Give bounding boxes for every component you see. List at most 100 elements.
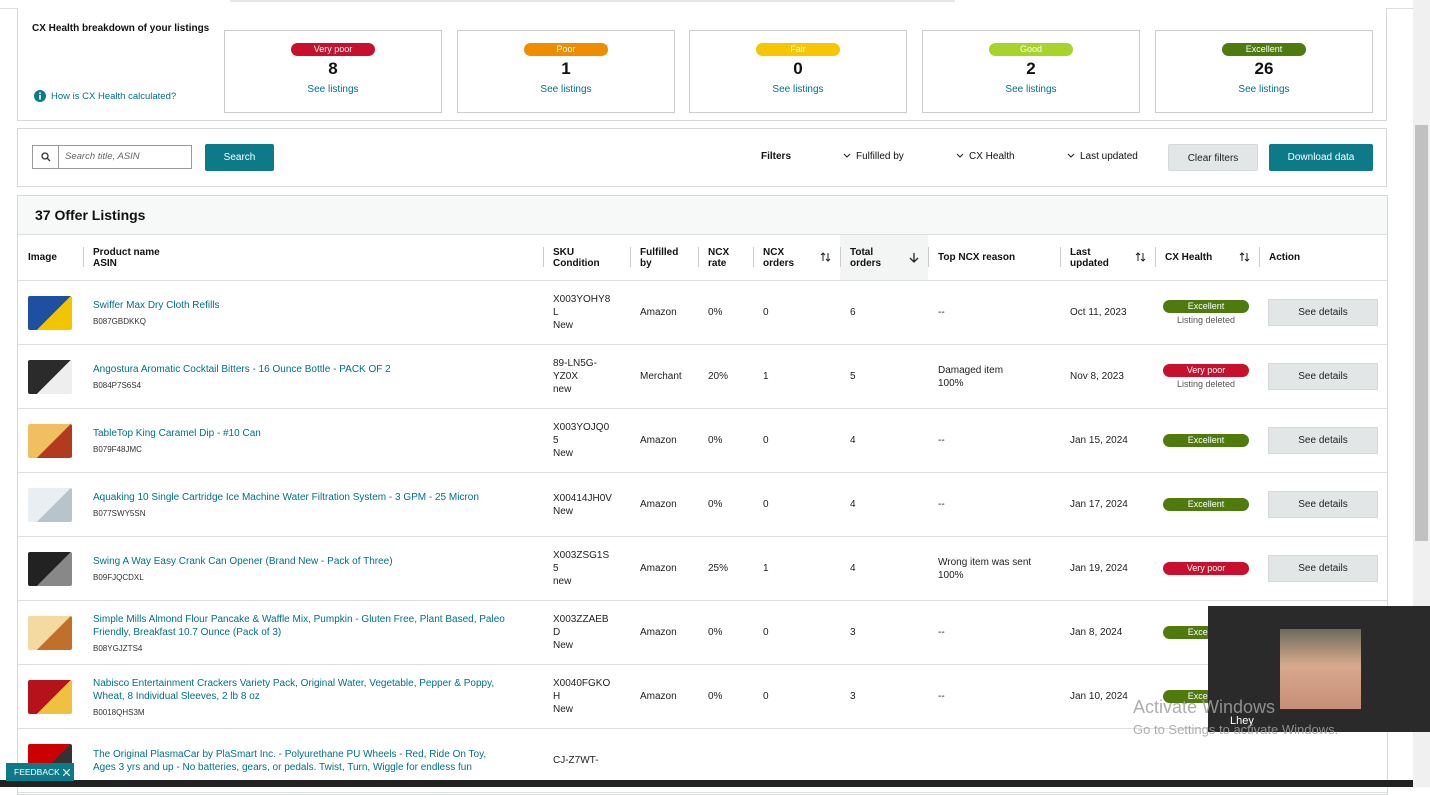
image-cell (18, 664, 83, 729)
listing-row: Swiffer Max Dry Cloth Refills B087GBDKKQ X… (18, 280, 1387, 345)
sku: X003YOJQ05 (553, 422, 610, 446)
product-name[interactable]: Simple Mills Almond Flour Pancake & Waff… (93, 613, 505, 638)
health-card: Fair 0 See listings (689, 30, 907, 113)
search-box[interactable]: Search title, ASIN (32, 145, 192, 169)
condition: New (553, 320, 574, 331)
reason-cell: Damaged item 100% (928, 344, 1060, 409)
image-cell (18, 344, 83, 409)
product-name[interactable]: Nabisco Entertainment Crackers Variety P… (93, 677, 495, 702)
ncx-rate: 0% (708, 691, 723, 702)
image-cell (18, 408, 83, 473)
ncx-rate-cell: 0% (698, 280, 753, 345)
ncx-orders-cell: 0 (753, 280, 840, 345)
see-listings[interactable]: See listings (307, 84, 359, 95)
listing-row: TableTop King Caramel Dip - #10 Can B079F… (18, 408, 1387, 473)
sku-cell: X003ZSG1S5 new (543, 536, 630, 601)
fulfilled-by: Amazon (640, 307, 677, 318)
filter-label: Fulfilled by (856, 151, 904, 162)
product-name[interactable]: Swing A Way Easy Crank Can Opener (Brand… (93, 556, 393, 567)
see-details[interactable]: See details (1268, 427, 1378, 454)
column-header-line: Fulfilled by (640, 246, 679, 269)
health-card: Very poor 8 See listings (224, 30, 442, 113)
see-details[interactable]: See details (1268, 363, 1378, 390)
column-header-line: Total (850, 246, 874, 258)
ncx-orders: 0 (763, 307, 769, 318)
product-cell: Angostura Aromatic Cocktail Bitters - 16… (83, 344, 543, 409)
column-header-line: CX Health (1165, 252, 1213, 263)
last-updated: Oct 11, 2023 (1070, 307, 1127, 318)
top-input (230, 0, 955, 2)
search-button[interactable]: Search (205, 144, 274, 171)
clear-filters[interactable]: Clear filters (1168, 144, 1258, 171)
product-image (28, 679, 72, 714)
filter-dropdown[interactable]: Last updated (1067, 151, 1138, 162)
image-cell (18, 280, 83, 345)
ncx-rate-cell: 0% (698, 664, 753, 729)
sku: X003ZSG1S5 (553, 550, 610, 574)
download-data[interactable]: Download data (1269, 144, 1373, 171)
product-name[interactable]: TableTop King Caramel Dip - #10 Can (93, 428, 261, 439)
listings-title: 37 Offer Listings (18, 196, 1387, 234)
reason-cell: -- (928, 408, 1060, 473)
filter-dropdown[interactable]: Fulfilled by (843, 151, 904, 162)
fulfilled-by-cell: Amazon (630, 280, 698, 345)
column-header: Top NCX reason (928, 234, 1060, 281)
column-header-line: ASIN (93, 257, 117, 269)
reason-line: -- (938, 435, 945, 446)
reason-line: 100% (938, 569, 964, 581)
condition: New (553, 704, 574, 715)
column-header-line: Last (1070, 246, 1091, 258)
help-link[interactable]: How is CX Health calculated? (51, 91, 177, 102)
see-listings[interactable]: See listings (772, 84, 824, 95)
image-cell (18, 600, 83, 665)
see-details[interactable]: See details (1268, 299, 1378, 326)
feedback-close[interactable] (63, 769, 70, 776)
product-name[interactable]: Aquaking 10 Single Cartridge Ice Machine… (93, 492, 479, 503)
total-orders-cell: 4 (840, 408, 928, 473)
health-count: 1 (561, 59, 571, 78)
scroll-thumb[interactable] (1415, 125, 1428, 541)
product-name[interactable]: Angostura Aromatic Cocktail Bitters - 16… (93, 364, 391, 375)
reason-cell: -- (928, 664, 1060, 729)
sort-icon (1135, 252, 1146, 262)
health-pill: Poor (524, 43, 608, 56)
column-separator (840, 247, 841, 267)
product-cell: Simple Mills Almond Flour Pancake & Waff… (83, 600, 543, 665)
fulfilled-by-cell: Amazon (630, 600, 698, 665)
column-separator (928, 247, 929, 267)
last-updated: Jan 15, 2024 (1070, 435, 1128, 446)
ncx-orders: 0 (763, 435, 769, 446)
column-header-line: Action (1269, 252, 1301, 263)
updated-cell: Jan 17, 2024 (1060, 472, 1155, 537)
product-image (28, 615, 72, 650)
updated-cell: Jan 10, 2024 (1060, 664, 1155, 729)
see-details[interactable]: See details (1268, 491, 1378, 518)
see-listings[interactable]: See listings (540, 84, 592, 95)
condition: New (553, 448, 574, 459)
fulfilled-by: Amazon (640, 499, 677, 510)
column-header: NCX orders (753, 234, 840, 281)
health-cell: Excellent Listing deleted (1155, 280, 1259, 345)
health-count: 0 (793, 59, 803, 78)
participant-video (1280, 629, 1361, 709)
ncx-orders-cell: 1 (753, 344, 840, 409)
feedback-button[interactable]: FEEDBACK (6, 763, 74, 781)
see-details[interactable]: See details (1268, 555, 1378, 582)
vertical-scrollbar[interactable] (1413, 0, 1430, 787)
see-listings[interactable]: See listings (1238, 84, 1290, 95)
ncx-rate-cell: 0% (698, 472, 753, 537)
sku-cell: X003YOHY8L New (543, 280, 630, 345)
condition: new (553, 576, 572, 587)
product-cell: Nabisco Entertainment Crackers Variety P… (83, 664, 543, 729)
product-cell: Aquaking 10 Single Cartridge Ice Machine… (83, 472, 543, 537)
column-header: CX Health (1155, 234, 1259, 281)
listing-row: Swing A Way Easy Crank Can Opener (Brand… (18, 536, 1387, 601)
sku-cell: X003YOJQ05 New (543, 408, 630, 473)
ncx-orders: 1 (763, 371, 769, 382)
see-listings[interactable]: See listings (1005, 84, 1057, 95)
filter-dropdown[interactable]: CX Health (956, 151, 1015, 162)
product-name[interactable]: Swiffer Max Dry Cloth Refills (93, 300, 220, 311)
total-orders: 5 (850, 371, 856, 382)
asin: B079F48JMC (93, 445, 142, 454)
product-name[interactable]: The Original PlasmaCar by PlaSmart Inc. … (93, 748, 487, 773)
